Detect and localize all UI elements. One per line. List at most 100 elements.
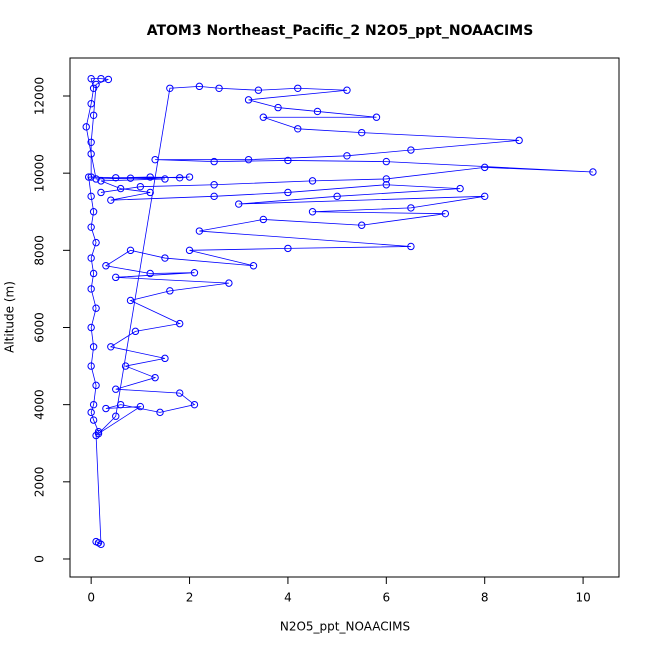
data-point — [116, 184, 125, 193]
data-point — [87, 254, 95, 262]
data-point — [313, 107, 322, 116]
data-point — [87, 192, 95, 201]
data-point — [89, 208, 98, 216]
data-point — [89, 416, 98, 424]
x-tick-label: 2 — [186, 591, 194, 605]
x-axis-label: N2O5_ppt_NOAACIMS — [280, 620, 410, 634]
data-point — [215, 84, 223, 92]
data-point — [97, 540, 105, 549]
y-tick-label: 8000 — [33, 235, 47, 266]
data-point — [176, 174, 184, 182]
data-point — [87, 285, 95, 293]
data-point — [382, 181, 391, 189]
data-point — [161, 175, 169, 183]
data-point — [225, 279, 233, 287]
data-point — [116, 400, 125, 409]
x-tick-label: 8 — [481, 591, 489, 605]
data-point — [87, 100, 95, 108]
data-point — [244, 96, 253, 104]
y-tick-label: 12000 — [33, 77, 47, 115]
y-tick-label: 10000 — [33, 154, 47, 192]
data-point — [190, 400, 199, 409]
data-point — [284, 156, 292, 165]
data-point — [87, 150, 95, 158]
y-tick-label: 0 — [33, 555, 47, 563]
data-point — [456, 184, 464, 193]
data-point — [185, 173, 194, 181]
data-point — [89, 84, 98, 92]
data-point — [107, 343, 115, 351]
data-point — [121, 362, 130, 370]
data-point — [249, 262, 258, 270]
data-point — [87, 362, 95, 370]
data-point — [112, 174, 120, 182]
data-point — [136, 402, 145, 411]
data-point — [259, 113, 268, 121]
data-point — [92, 431, 100, 440]
data-point — [308, 208, 317, 216]
chart-title: ATOM3 Northeast_Pacific_2 N2O5_ppt_NOAAC… — [147, 23, 534, 39]
data-point — [259, 215, 268, 224]
data-point — [97, 177, 105, 185]
data-point — [343, 152, 351, 160]
data-point — [382, 175, 391, 183]
data-point — [87, 138, 95, 147]
data-point — [161, 254, 169, 262]
data-point — [92, 175, 100, 183]
data-point — [254, 86, 263, 94]
data-point — [82, 123, 90, 131]
data-point — [97, 188, 105, 197]
data-point — [146, 188, 154, 197]
data-point — [382, 157, 391, 166]
data-point — [107, 196, 115, 204]
data-point — [156, 408, 164, 417]
data-point — [166, 287, 174, 295]
data-point — [102, 262, 110, 270]
data-point — [589, 168, 597, 176]
data-point — [481, 192, 489, 201]
data-point — [146, 269, 154, 278]
data-point — [244, 155, 253, 164]
data-point — [190, 269, 199, 277]
data-point — [294, 84, 302, 92]
data-point — [176, 319, 184, 328]
x-tick-label: 0 — [87, 591, 95, 605]
data-point — [92, 304, 100, 312]
data-point — [235, 200, 243, 208]
y-tick-label: 4000 — [33, 389, 47, 420]
data-point — [343, 86, 351, 94]
data-point — [92, 238, 100, 247]
y-axis-label: Altitude (m) — [3, 281, 17, 353]
data-point — [358, 221, 366, 229]
data-point — [112, 385, 120, 393]
data-point — [126, 246, 135, 255]
data-point — [87, 323, 95, 332]
data-point — [407, 146, 415, 154]
x-tick-label: 4 — [284, 591, 292, 605]
data-point — [112, 412, 120, 420]
data-point — [87, 74, 95, 83]
data-point — [195, 227, 204, 235]
data-point — [87, 408, 95, 417]
x-tick-label: 6 — [382, 591, 390, 605]
data-point — [195, 82, 204, 91]
data-point — [87, 173, 95, 181]
y-tick-label: 6000 — [33, 312, 47, 343]
data-point — [441, 209, 450, 218]
data-point — [92, 381, 100, 390]
data-point — [151, 373, 159, 382]
data-point — [151, 155, 159, 164]
data-point — [185, 246, 194, 255]
data-point — [176, 389, 184, 397]
data-point — [126, 296, 135, 305]
data-point — [166, 84, 174, 92]
data-point — [84, 173, 93, 181]
data-point — [92, 80, 100, 89]
data-point — [481, 163, 489, 172]
data-point — [358, 128, 366, 137]
data-point — [146, 173, 154, 181]
x-tick-label: 10 — [575, 591, 590, 605]
data-point — [136, 182, 145, 191]
data-point — [94, 429, 103, 438]
data-point — [104, 75, 113, 84]
